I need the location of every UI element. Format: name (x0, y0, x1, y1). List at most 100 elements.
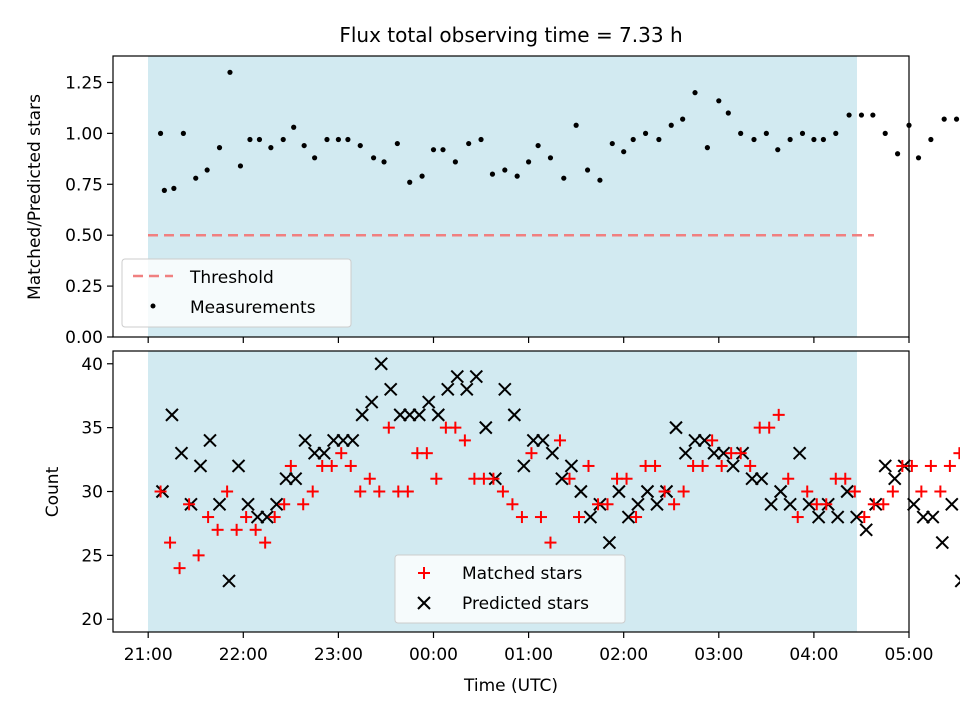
matched-point (848, 485, 861, 498)
measurement-point (157, 130, 164, 136)
predicted-point (811, 510, 826, 524)
bottom-x-axis: 21:00 22:00 23:00 00:00 01:00 02:00 03:00 04:00… (124, 632, 934, 665)
matched-point (430, 472, 443, 485)
x-tick-label: 02:00 (599, 645, 648, 665)
matched-stars-series (154, 408, 960, 575)
matched-point (744, 459, 757, 472)
measurement-point (280, 136, 286, 143)
predicted-point (564, 459, 579, 473)
predicted-point (907, 497, 921, 511)
measurement-point (787, 136, 793, 143)
measurement-point (833, 130, 839, 136)
matched-point (173, 562, 186, 575)
predicted-point (631, 497, 645, 511)
measurement-point (335, 136, 341, 143)
predicted-point (849, 510, 864, 524)
predicted-point (650, 497, 664, 511)
predicted-point (640, 484, 655, 499)
predicted-point (783, 497, 797, 511)
x-tick-label: 03:00 (694, 645, 743, 665)
predicted-point (583, 510, 598, 524)
measurement-point (716, 98, 722, 104)
matched-point (211, 523, 224, 536)
matched-point (572, 511, 585, 524)
measurement-point (799, 130, 806, 136)
matched-point (715, 459, 728, 472)
predicted-point (926, 510, 940, 524)
y-tick-label: 25 (81, 546, 103, 566)
x-tick-label: 00:00 (409, 645, 458, 665)
top-legend-box (121, 258, 352, 328)
legend-measurements-label: Measurements (190, 298, 316, 318)
matched-point (677, 485, 690, 498)
chart-title: Flux total observing time = 7.33 h (339, 23, 682, 47)
matched-point (183, 498, 196, 511)
x-tick-label: 05:00 (885, 645, 934, 665)
measurement-point (216, 145, 223, 151)
matched-point (506, 498, 519, 511)
measurement-point (345, 136, 351, 143)
predicted-point (250, 510, 265, 524)
predicted-point (612, 484, 626, 499)
predicted-point (364, 395, 379, 409)
predicted-point (669, 420, 683, 435)
predicted-point (935, 535, 949, 550)
y-tick-label: 0.25 (65, 277, 103, 297)
predicted-point (945, 497, 959, 511)
predicted-point (574, 484, 588, 499)
matched-point (278, 498, 291, 511)
matched-point (259, 536, 272, 549)
measurement-point (630, 136, 636, 143)
predicted-point (441, 382, 455, 397)
y-tick-label: 40 (81, 355, 103, 375)
predicted-point (536, 433, 550, 448)
legend-matched-swatch (418, 567, 430, 579)
top-y-axis-label: Matched/Predicted stars (25, 94, 45, 300)
bottom-y-axis: 20 25 30 35 40 (81, 355, 113, 630)
top-x-axis (147, 337, 910, 343)
measurement-point (941, 116, 947, 122)
matched-point (487, 472, 500, 485)
matched-point (249, 523, 262, 536)
predicted-point (412, 408, 426, 422)
predicted-point (431, 408, 445, 422)
predicted-point (288, 472, 303, 486)
bottom-legend: Matched stars Predicted stars (394, 554, 626, 624)
predicted-point (745, 472, 759, 486)
predicted-point (212, 497, 227, 511)
measurement-point (478, 136, 484, 143)
matched-point (706, 434, 719, 447)
measurement-point (237, 163, 244, 169)
matched-point (734, 447, 747, 460)
matched-point (382, 421, 395, 434)
matched-point (221, 485, 234, 498)
matched-point (763, 421, 776, 434)
bottom-legend-box (394, 554, 626, 624)
matched-point (154, 485, 167, 498)
predicted-point (469, 369, 483, 384)
predicted-point (260, 510, 274, 524)
bottom-panel: 20 25 30 35 40 21:00 22:00 23:00 00:00 01:00 02:0… (43, 350, 960, 696)
measurement-point (502, 167, 508, 173)
predicted-point (193, 459, 208, 473)
predicted-point (888, 472, 902, 486)
matched-point (449, 421, 462, 434)
predicted-point (678, 446, 693, 460)
matched-point (306, 485, 319, 498)
measurement-point (656, 136, 662, 143)
matched-point (953, 447, 960, 460)
predicted-point (545, 446, 560, 460)
predicted-point (621, 510, 636, 524)
matched-point (496, 485, 509, 498)
measurement-point (692, 90, 698, 96)
measurement-point (858, 112, 865, 118)
measurements-series (157, 69, 960, 193)
x-tick-label: 04:00 (789, 645, 838, 665)
legend-threshold-label: Threshold (189, 268, 274, 288)
matched-point (515, 511, 528, 524)
y-tick-label: 0.75 (65, 175, 103, 195)
y-tick-label: 20 (81, 610, 103, 630)
measurement-point (381, 159, 387, 165)
matched-point (886, 485, 899, 498)
